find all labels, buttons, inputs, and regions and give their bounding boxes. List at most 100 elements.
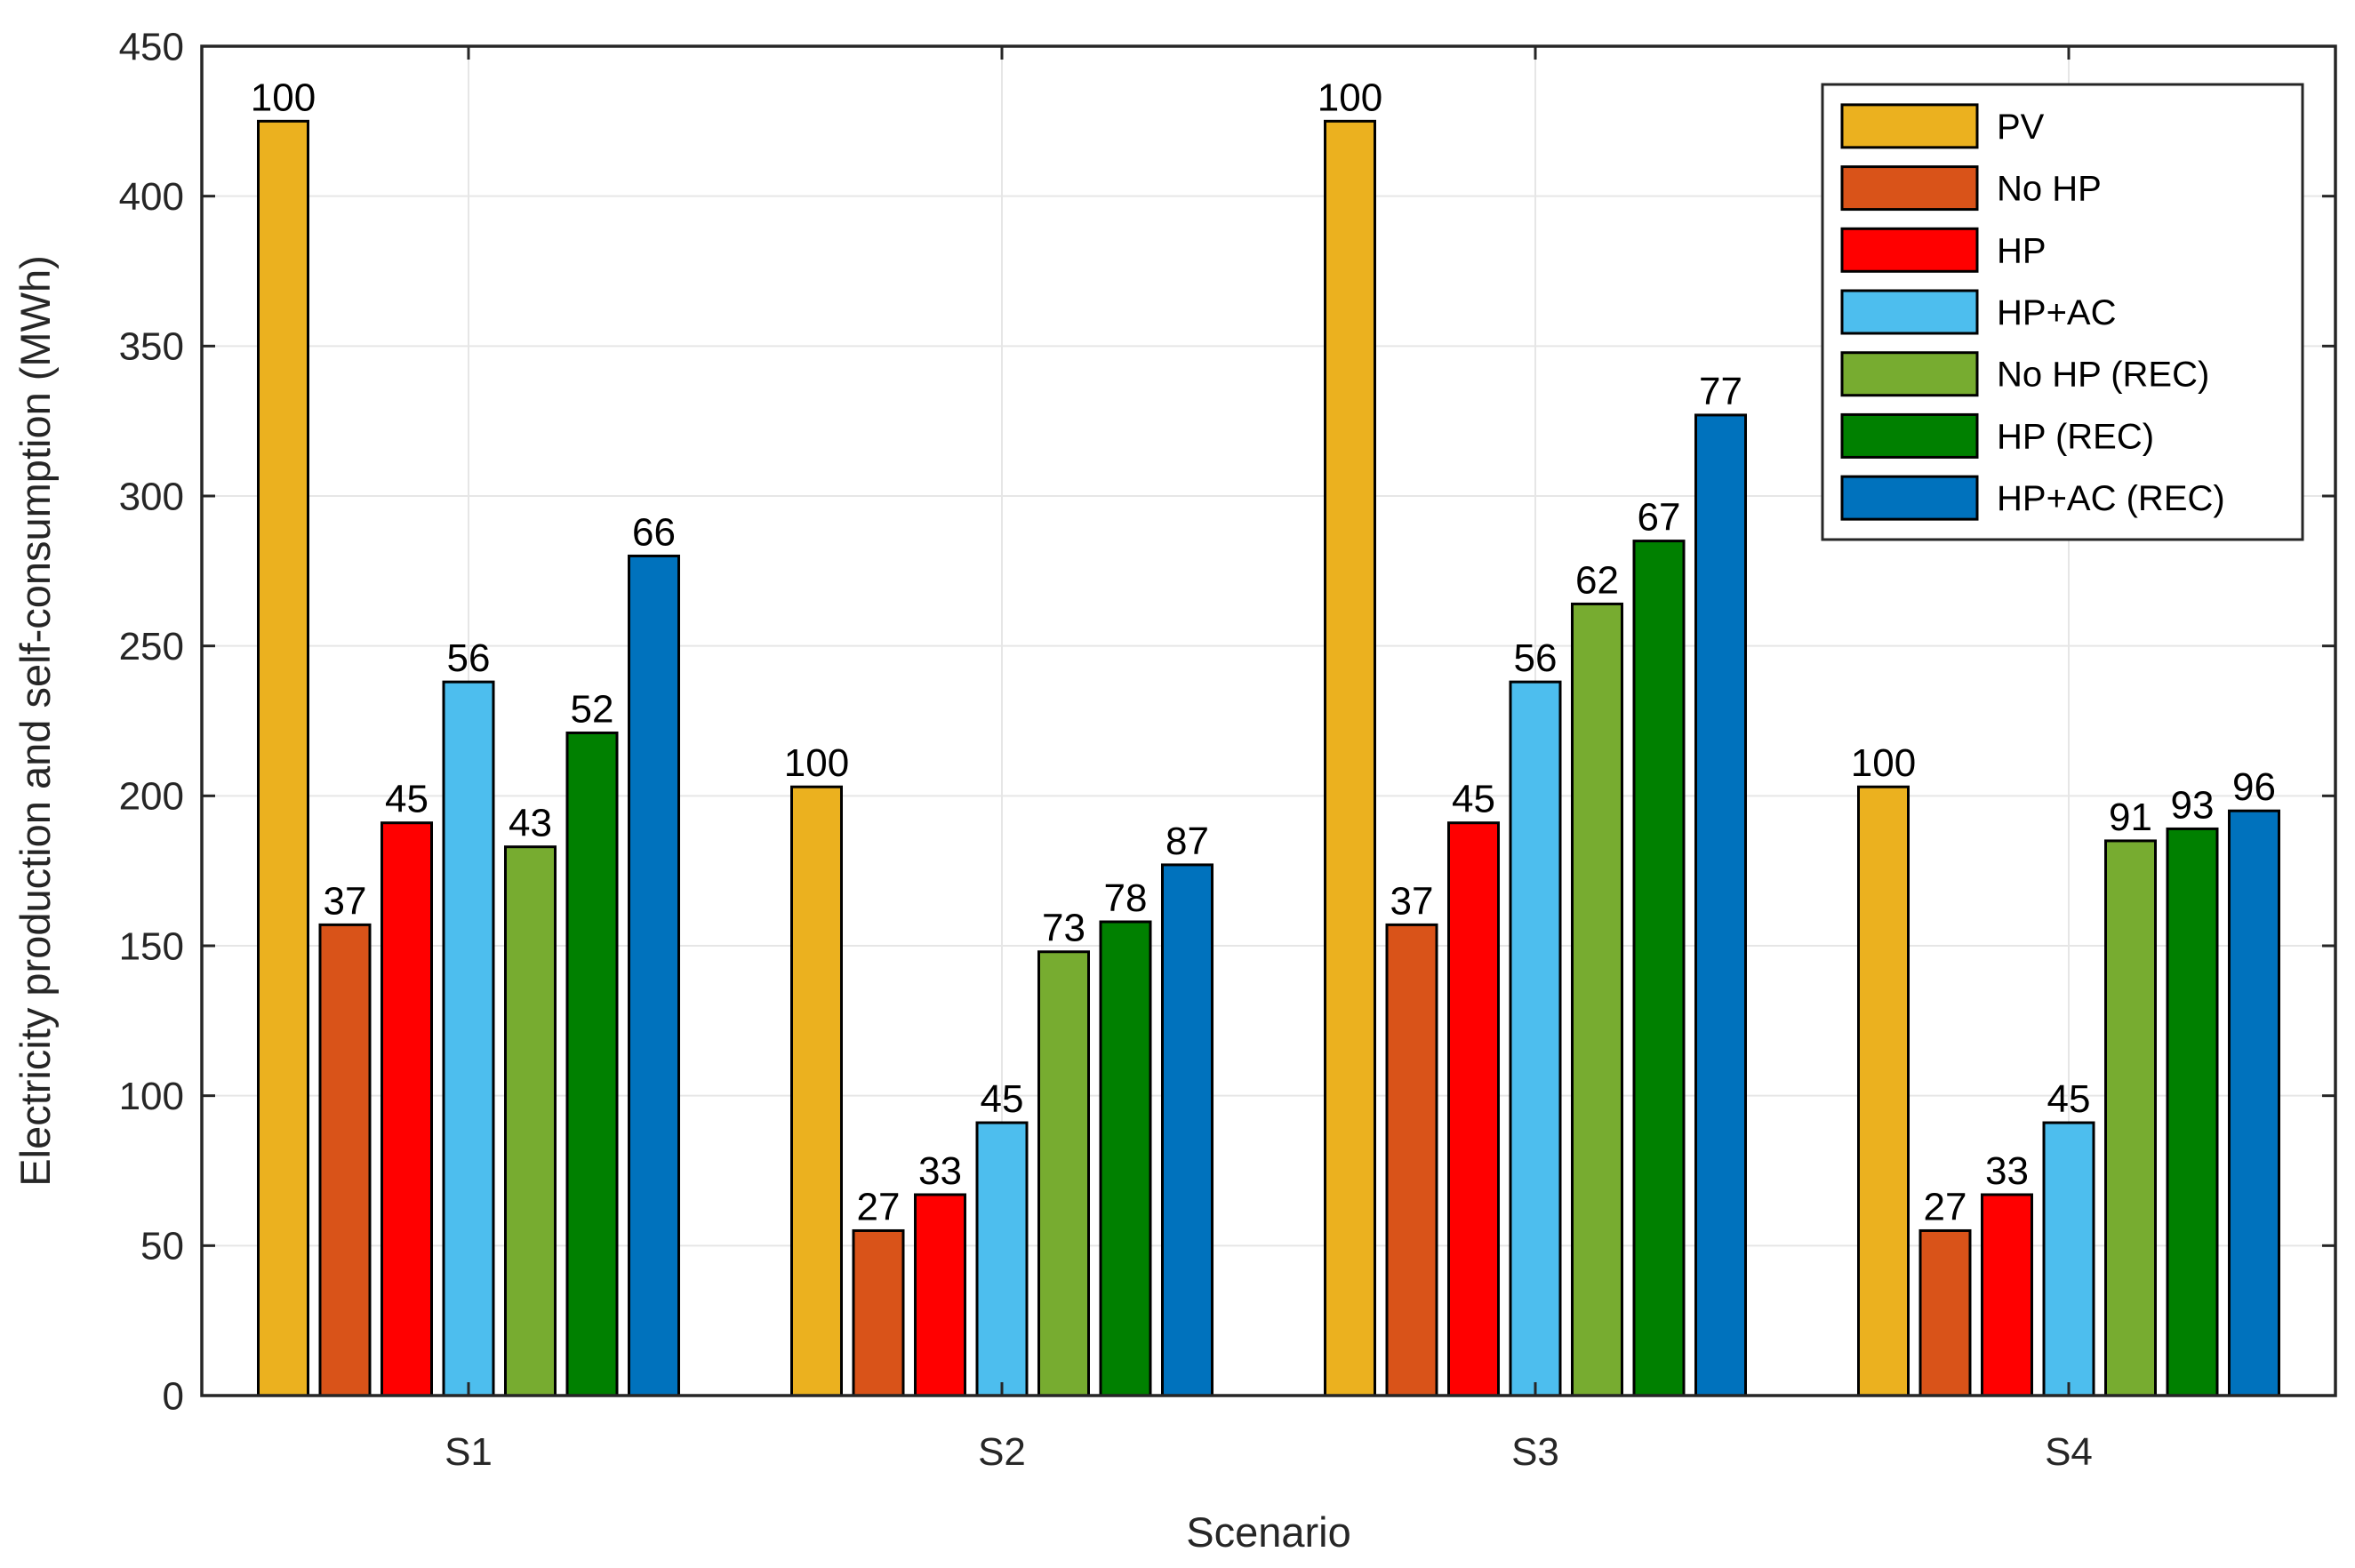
- x-tick-label-s1: S1: [445, 1430, 493, 1474]
- plot-border: [200, 44, 2337, 1397]
- bar-label-hp-ac-rec-s2: 87: [1165, 820, 1209, 863]
- legend-label-hp-ac: HP+AC: [1997, 293, 2117, 332]
- legend-item-hp-rec: HP (REC): [1840, 412, 2154, 459]
- bar-label-no-hp-s4: 27: [1924, 1185, 1967, 1228]
- legend-item-hp-ac: HP+AC: [1840, 289, 2117, 335]
- legend-label-hp-rec: HP (REC): [1997, 417, 2154, 456]
- x-axis-label: Scenario: [1186, 1508, 1351, 1556]
- bar-label-hp-rec-s3: 67: [1638, 496, 1681, 540]
- legend-swatch-no-hp: [1840, 165, 1979, 212]
- x-tick-label-s4: S4: [2045, 1430, 2093, 1474]
- bar-label-hp-rec-s4: 93: [2171, 783, 2215, 827]
- bar-label-hp-s3: 45: [1452, 778, 1495, 821]
- bar-label-no-hp-s3: 37: [1390, 879, 1434, 923]
- bar-no-hp-s1: [318, 923, 372, 1397]
- y-tick-label-100: 100: [119, 1075, 184, 1118]
- bar-label-hp-ac-s4: 45: [2047, 1077, 2091, 1121]
- legend-label-no-hp-rec: No HP (REC): [1997, 356, 2209, 395]
- bar-label-hp-ac-rec-s3: 77: [1699, 370, 1742, 413]
- legend-swatch-no-hp-rec: [1840, 351, 1979, 397]
- legend-label-pv: PV: [1997, 108, 2045, 147]
- bar-pv-s1: [257, 119, 309, 1397]
- legend-item-hp-ac-rec: HP+AC (REC): [1840, 475, 2225, 521]
- bar-label-hp-s4: 33: [1985, 1149, 2029, 1193]
- bar-label-no-hp-s1: 37: [324, 879, 367, 923]
- y-axis-label: Electricity production and self-consumpt…: [12, 255, 59, 1186]
- bar-pv-s4: [1857, 785, 1910, 1397]
- bar-hp-s4: [1981, 1193, 2033, 1397]
- bar-hp-ac-rec-s1: [628, 554, 680, 1397]
- bar-no-hp-s2: [852, 1228, 905, 1397]
- bar-label-hp-rec-s2: 78: [1104, 876, 1148, 920]
- y-tick-label-0: 0: [163, 1374, 184, 1418]
- bar-no-hp-rec-s3: [1571, 602, 1623, 1397]
- bar-hp-rec-s2: [1099, 920, 1152, 1397]
- bar-hp-ac-s4: [2042, 1121, 2095, 1397]
- legend-swatch-pv: [1840, 103, 1979, 149]
- legend-item-hp: HP: [1840, 227, 2047, 273]
- bar-label-hp-ac-s1: 56: [447, 636, 491, 680]
- bars: [257, 119, 2280, 1397]
- legend-label-no-hp: No HP: [1997, 170, 2102, 209]
- y-tick-label-300: 300: [119, 475, 184, 518]
- bar-label-pv-s1: 100: [251, 76, 316, 119]
- legend-label-hp-ac-rec: HP+AC (REC): [1997, 479, 2225, 518]
- y-tick-label-450: 450: [119, 25, 184, 68]
- y-tick-label-400: 400: [119, 175, 184, 219]
- bar-label-pv-s4: 100: [1851, 741, 1916, 785]
- bar-hp-s2: [914, 1193, 966, 1397]
- legend-swatch-hp: [1840, 227, 1979, 273]
- legend-box: [1821, 83, 2304, 541]
- bar-hp-rec-s1: [565, 731, 619, 1397]
- y-tick-label-250: 250: [119, 625, 184, 668]
- legend: PV No HP HP HP+AC No HP (REC) HP (REC) HP+AC (…: [1821, 83, 2304, 541]
- bar-hp-ac-rec-s2: [1161, 863, 1214, 1397]
- bar-hp-ac-s3: [1509, 680, 1562, 1397]
- bar-no-hp-rec-s1: [504, 845, 557, 1397]
- bar-label-hp-ac-s2: 45: [981, 1077, 1024, 1121]
- legend-swatch-hp-ac: [1840, 289, 1979, 335]
- bar-label-hp-rec-s1: 52: [571, 687, 614, 731]
- bar-value-labels: 100 37 45 56 43 52 66 100 27 33 45 73 78 87 100 37 45 56 6…: [251, 76, 2276, 1228]
- x-tick-labels: S1 S2 S3 S4: [445, 1430, 2093, 1474]
- bar-hp-ac-s2: [975, 1121, 1029, 1397]
- legend-item-no-hp: No HP: [1840, 165, 2102, 212]
- bar-label-no-hp-rec-s4: 91: [2109, 796, 2152, 839]
- bar-hp-ac-rec-s3: [1694, 413, 1747, 1397]
- axis-ticks: [202, 44, 2335, 1397]
- bar-label-hp-ac-rec-s4: 96: [2232, 765, 2276, 809]
- legend-label-hp: HP: [1997, 231, 2047, 270]
- y-tick-labels: 0 50 100 150 200 250 300 350 400 450: [119, 25, 184, 1418]
- y-tick-label-150: 150: [119, 924, 184, 968]
- bar-no-hp-rec-s2: [1037, 950, 1090, 1397]
- bar-label-hp-ac-s3: 56: [1514, 636, 1558, 680]
- bar-label-hp-s2: 33: [918, 1149, 962, 1193]
- legend-item-no-hp-rec: No HP (REC): [1840, 351, 2209, 397]
- bar-label-pv-s2: 100: [784, 741, 849, 785]
- bar-hp-ac-rec-s4: [2228, 809, 2280, 1397]
- bar-label-pv-s3: 100: [1318, 76, 1382, 119]
- bar-hp-rec-s3: [1632, 540, 1686, 1397]
- y-tick-label-200: 200: [119, 775, 184, 819]
- bar-hp-s3: [1447, 821, 1500, 1397]
- bar-hp-ac-s1: [442, 680, 495, 1397]
- bar-pv-s2: [790, 785, 843, 1397]
- y-tick-label-50: 50: [140, 1225, 184, 1268]
- bar-label-no-hp-s2: 27: [857, 1185, 901, 1228]
- bar-label-no-hp-rec-s1: 43: [509, 802, 552, 845]
- bar-label-hp-ac-rec-s1: 66: [632, 510, 676, 554]
- bar-label-hp-s1: 45: [385, 778, 429, 821]
- legend-swatch-hp-ac-rec: [1840, 475, 1979, 521]
- bar-hp-s1: [380, 821, 433, 1397]
- bar-label-no-hp-rec-s3: 62: [1575, 558, 1619, 602]
- bar-no-hp-rec-s4: [2104, 839, 2157, 1397]
- y-tick-label-350: 350: [119, 325, 184, 369]
- legend-swatch-hp-rec: [1840, 412, 1979, 459]
- bar-label-no-hp-rec-s2: 73: [1042, 907, 1085, 950]
- bar-pv-s3: [1324, 119, 1376, 1397]
- x-tick-label-s2: S2: [978, 1430, 1026, 1474]
- bar-no-hp-s3: [1385, 923, 1438, 1397]
- legend-item-pv: PV: [1840, 103, 2045, 149]
